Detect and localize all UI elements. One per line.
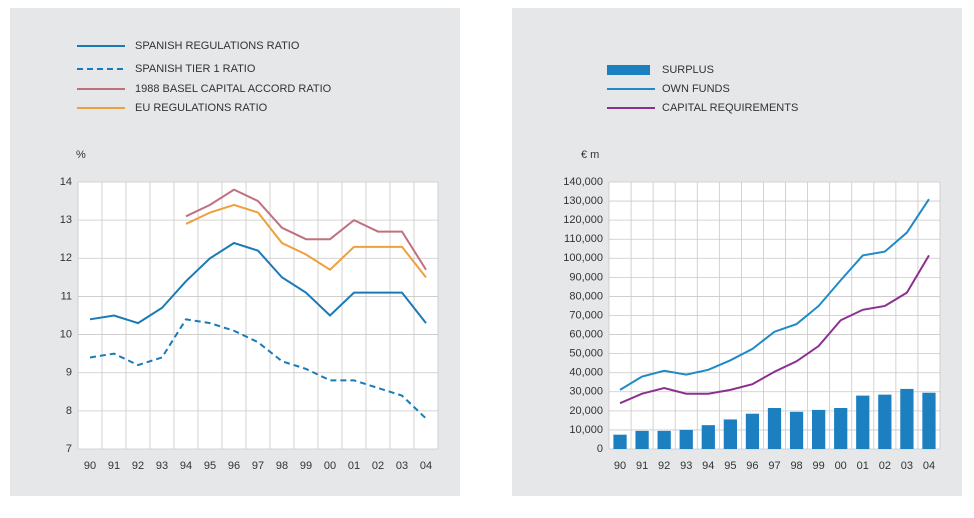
y-tick-label: 14 (60, 176, 72, 188)
x-tick-label: 94 (702, 460, 714, 472)
y-tick-label: 100,000 (563, 252, 603, 264)
series-line (89, 241, 427, 325)
legend-label: 1988 BASEL CAPITAL ACCORD RATIO (135, 83, 332, 95)
bar (679, 429, 693, 449)
x-tick-label: 00 (835, 460, 847, 472)
x-tick-label: 96 (746, 460, 758, 472)
legend-label: CAPITAL REQUIREMENTS (662, 102, 798, 114)
x-tick-label: 95 (204, 460, 216, 472)
x-tick-label: 00 (324, 460, 336, 472)
x-tick-label: 97 (768, 460, 780, 472)
bar (834, 407, 848, 449)
series-line (185, 203, 427, 278)
x-tick-label: 92 (132, 460, 144, 472)
bar (767, 407, 782, 449)
y-tick-label: 90,000 (569, 271, 603, 283)
x-tick-label: 92 (658, 460, 670, 472)
y-tick-label: 140,000 (563, 176, 603, 188)
legend-label: OWN FUNDS (662, 83, 730, 95)
x-tick-label: 94 (180, 460, 192, 472)
x-tick-label: 04 (923, 460, 935, 472)
bar (812, 409, 826, 449)
y-tick-label: 13 (60, 214, 72, 226)
bar (856, 395, 870, 449)
y-tick-label: 120,000 (563, 214, 603, 226)
legend-label: EU REGULATIONS RATIO (135, 102, 268, 114)
bar (635, 430, 649, 449)
bar (745, 413, 760, 449)
bar (900, 388, 914, 449)
x-tick-label: 02 (879, 460, 891, 472)
y-axis-label: % (76, 149, 86, 161)
x-tick-label: 91 (108, 460, 120, 472)
y-tick-label: 130,000 (563, 195, 603, 207)
bar (723, 419, 737, 449)
x-tick-label: 91 (636, 460, 648, 472)
bar (922, 392, 936, 449)
series-line (185, 188, 427, 271)
y-tick-label: 9 (66, 367, 72, 379)
legend-label: SPANISH REGULATIONS RATIO (135, 40, 300, 52)
x-tick-label: 97 (252, 460, 264, 472)
x-tick-label: 01 (348, 460, 360, 472)
x-tick-label: 90 (614, 460, 626, 472)
y-tick-label: 80,000 (569, 290, 603, 302)
series-line (619, 198, 930, 391)
x-tick-label: 90 (84, 460, 96, 472)
series-line (89, 318, 427, 420)
y-tick-label: 7 (66, 443, 72, 455)
y-tick-label: 10,000 (569, 424, 603, 436)
bar (878, 394, 892, 449)
series-line (619, 254, 930, 405)
y-tick-label: 11 (61, 290, 72, 302)
x-tick-label: 99 (300, 460, 312, 472)
y-tick-label: 60,000 (569, 328, 603, 340)
bar (613, 434, 627, 449)
y-tick-label: 70,000 (569, 309, 603, 321)
x-tick-label: 04 (420, 460, 432, 472)
x-tick-label: 95 (724, 460, 736, 472)
y-tick-label: 20,000 (569, 405, 603, 417)
y-tick-label: 12 (60, 252, 72, 264)
y-tick-label: 8 (66, 405, 72, 417)
y-tick-label: 0 (597, 443, 603, 455)
x-tick-label: 98 (790, 460, 802, 472)
y-axis-label: € m (581, 149, 599, 161)
legend-label: SURPLUS (662, 64, 714, 76)
bar (789, 411, 804, 449)
y-tick-label: 50,000 (569, 348, 603, 360)
y-tick-label: 40,000 (569, 367, 603, 379)
y-tick-label: 30,000 (569, 386, 603, 398)
plot-area (78, 182, 438, 449)
x-tick-label: 01 (857, 460, 869, 472)
x-tick-label: 98 (276, 460, 288, 472)
x-tick-label: 96 (228, 460, 240, 472)
x-tick-label: 99 (813, 460, 825, 472)
bar (701, 425, 715, 449)
x-tick-label: 93 (680, 460, 692, 472)
x-tick-label: 03 (396, 460, 408, 472)
legend-label: SPANISH TIER 1 RATIO (135, 63, 256, 75)
x-tick-label: 03 (901, 460, 913, 472)
x-tick-label: 02 (372, 460, 384, 472)
bar (657, 430, 671, 449)
x-tick-label: 93 (156, 460, 168, 472)
y-tick-label: 10 (60, 328, 72, 340)
y-tick-label: 110,000 (564, 233, 603, 245)
legend-swatch (607, 65, 650, 75)
